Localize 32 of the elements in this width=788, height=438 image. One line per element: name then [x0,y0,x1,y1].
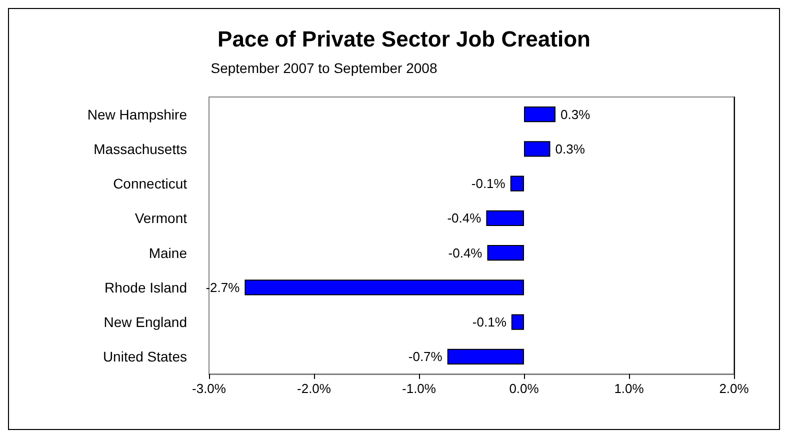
bar [447,348,524,364]
bar [486,210,524,226]
y-tick-label: Maine [148,244,188,261]
x-tick-label: -2.0% [297,381,332,396]
data-label: -0.4% [447,210,482,226]
data-label: -0.4% [448,245,483,260]
bar [244,280,524,296]
data-label: -2.7% [206,280,240,295]
y-tick-label: New Hampshire [87,106,188,122]
bar [510,176,524,192]
x-tick-label: 0.0% [509,381,540,396]
y-tick-label: Connecticut [113,176,188,192]
y-tick-label: Vermont [134,210,188,226]
x-tick-label: 2.0% [719,381,750,396]
bar [511,314,524,330]
y-tick-label: Rhode Island [104,279,187,296]
x-tick-label: -1.0% [402,381,436,396]
data-label: -0.1% [472,314,507,330]
y-tick-label: Massachusetts [94,140,187,157]
y-tick-label: New England [104,314,187,330]
data-label: 0.3% [560,106,591,122]
x-tick-label: -3.0% [192,381,226,396]
bar [524,141,550,157]
x-tick-label: 1.0% [614,381,644,396]
bar [487,245,524,261]
y-tick-label: United States [102,348,187,365]
data-label: 0.3% [555,141,586,156]
data-label: -0.7% [408,349,443,364]
data-label: -0.1% [471,176,506,192]
chart-title: Pace of Private Sector Job Creation [218,26,590,52]
chart-subtitle: September 2007 to September 2008 [210,60,438,76]
bar [524,106,556,122]
